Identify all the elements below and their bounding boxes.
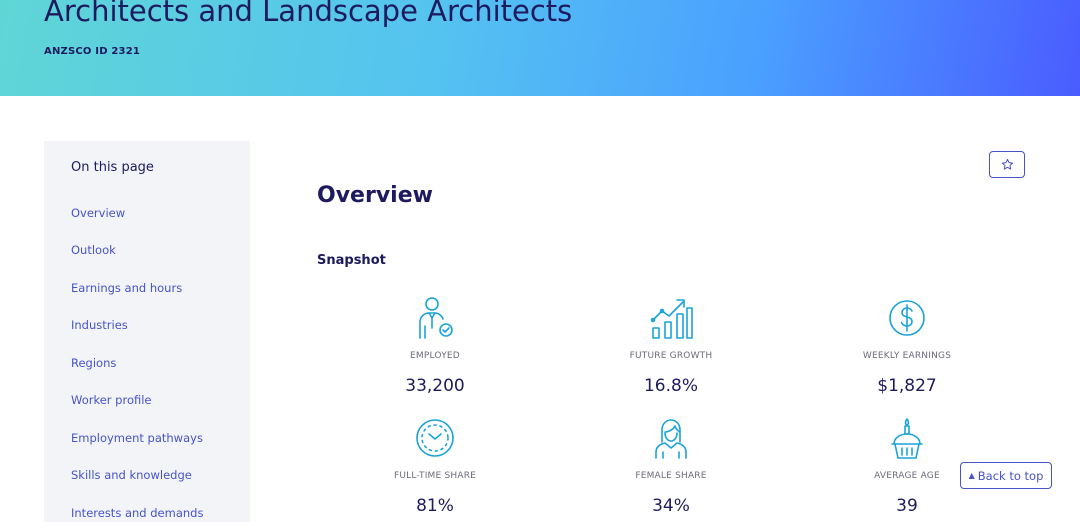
stat-average-age: AVERAGE AGE 39 xyxy=(807,416,1007,516)
sidebar-item-interests-and-demands[interactable]: Interests and demands xyxy=(71,506,204,520)
page-banner: Architects and Landscape Architects ANZS… xyxy=(0,0,1080,96)
page-title: Architects and Landscape Architects xyxy=(44,0,573,28)
back-to-top-button[interactable]: ▲ Back to top xyxy=(960,462,1052,489)
sidebar-item-regions[interactable]: Regions xyxy=(71,356,117,370)
stat-full-time-share: FULL-TIME SHARE 81% xyxy=(335,416,535,516)
back-to-top-label: Back to top xyxy=(977,468,1044,483)
chevron-up-icon: ▲ xyxy=(968,471,975,480)
stat-label: AVERAGE AGE xyxy=(874,471,940,481)
stat-value: 33,200 xyxy=(405,376,465,396)
stat-future-growth: FUTURE GROWTH 16.8% xyxy=(571,296,771,396)
stat-label: FULL-TIME SHARE xyxy=(393,471,477,481)
stat-label: FEMALE SHARE xyxy=(635,471,707,481)
sidebar-item-outlook[interactable]: Outlook xyxy=(71,243,116,257)
female-icon xyxy=(655,419,687,459)
dollar-icon xyxy=(889,300,925,336)
stat-value: 39 xyxy=(896,496,918,516)
sidebar-item-earnings-and-hours[interactable]: Earnings and hours xyxy=(71,281,183,295)
stat-value: 81% xyxy=(416,496,454,516)
sidebar-item-overview[interactable]: Overview xyxy=(71,206,126,220)
sidebar-item-skills-and-knowledge[interactable]: Skills and knowledge xyxy=(71,468,192,482)
stat-female-share: FEMALE SHARE 34% xyxy=(571,416,771,516)
overview-heading: Overview xyxy=(317,183,433,208)
growth-chart-icon xyxy=(650,299,693,339)
sidebar-item-employment-pathways[interactable]: Employment pathways xyxy=(71,431,203,445)
stat-weekly-earnings: WEEKLY EARNINGS $1,827 xyxy=(807,296,1007,396)
snapshot-heading: Snapshot xyxy=(317,253,386,268)
stat-employed: EMPLOYED 33,200 xyxy=(335,296,535,396)
favourite-button[interactable] xyxy=(989,151,1025,178)
on-this-page-nav: On this page Overview Outlook Earnings a… xyxy=(44,141,250,522)
star-icon xyxy=(1001,158,1013,170)
cake-icon xyxy=(891,418,923,459)
clock-icon xyxy=(416,419,454,457)
stat-value: 34% xyxy=(652,496,690,516)
stat-label: FUTURE GROWTH xyxy=(629,351,713,361)
stat-value: $1,827 xyxy=(877,376,937,396)
sidebar-item-worker-profile[interactable]: Worker profile xyxy=(71,393,152,407)
anzsco-id: ANZSCO ID 2321 xyxy=(44,46,141,57)
stat-value: 16.8% xyxy=(643,376,698,396)
sidebar-item-industries[interactable]: Industries xyxy=(71,318,128,332)
sidebar-heading: On this page xyxy=(71,160,154,175)
stat-label: EMPLOYED xyxy=(410,351,460,361)
stat-label: WEEKLY EARNINGS xyxy=(862,351,952,361)
worker-icon xyxy=(419,297,453,339)
